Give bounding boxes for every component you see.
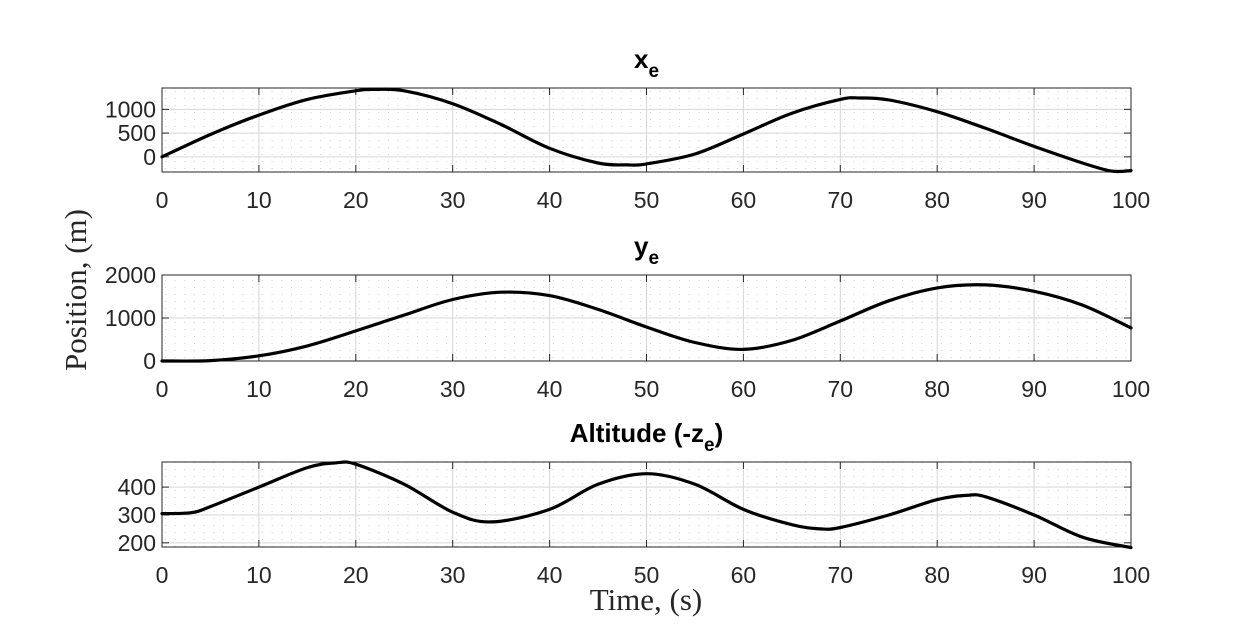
x-tick-label: 100 xyxy=(1112,187,1150,213)
y-tick-label: 200 xyxy=(118,530,156,556)
x-tick-label: 40 xyxy=(537,376,563,402)
x-tick-label: 0 xyxy=(156,187,169,213)
x-tick-label: 10 xyxy=(246,562,272,588)
x-tick-label: 40 xyxy=(537,562,563,588)
y-tick-label: 2000 xyxy=(105,262,156,288)
y-tick-label: 0 xyxy=(143,348,156,374)
series-line xyxy=(160,460,1133,550)
y-tick-label: 400 xyxy=(118,474,156,500)
x-tick-label: 50 xyxy=(634,187,660,213)
series-line xyxy=(160,283,1133,363)
x-tick-label: 30 xyxy=(440,376,466,402)
x-tick-label: 0 xyxy=(156,376,169,402)
x-tick-label: 70 xyxy=(828,187,854,213)
x-tick-label: 90 xyxy=(1021,187,1047,213)
y-tick-label: 1000 xyxy=(105,305,156,331)
x-tick-label: 90 xyxy=(1021,376,1047,402)
x-axis-label: Time, (s) xyxy=(590,582,703,617)
x-tick-label: 60 xyxy=(731,562,757,588)
x-tick-label: 80 xyxy=(924,562,950,588)
x-tick-label: 50 xyxy=(634,376,660,402)
y-tick-label: 500 xyxy=(118,120,156,146)
x-tick-label: 40 xyxy=(537,187,563,213)
y-tick-label: 1000 xyxy=(105,96,156,122)
x-tick-label: 10 xyxy=(246,376,272,402)
x-tick-label: 20 xyxy=(343,376,369,402)
x-tick-label: 10 xyxy=(246,187,272,213)
x-tick-label: 60 xyxy=(731,187,757,213)
subplot-title: xe xyxy=(634,44,659,82)
y-axis-label: Position, (m) xyxy=(58,209,93,371)
x-tick-label: 20 xyxy=(343,562,369,588)
y-tick-label: 0 xyxy=(143,144,156,170)
x-tick-label: 0 xyxy=(156,562,169,588)
x-tick-label: 60 xyxy=(731,376,757,402)
x-tick-label: 30 xyxy=(440,562,466,588)
x-tick-label: 80 xyxy=(924,376,950,402)
x-tick-label: 30 xyxy=(440,187,466,213)
x-tick-label: 70 xyxy=(828,376,854,402)
y-tick-label: 300 xyxy=(118,502,156,528)
series-line xyxy=(160,87,1133,174)
subplot-title: ye xyxy=(634,231,659,269)
x-tick-label: 50 xyxy=(634,562,660,588)
x-tick-label: 70 xyxy=(828,562,854,588)
x-tick-label: 100 xyxy=(1112,376,1150,402)
x-tick-label: 80 xyxy=(924,187,950,213)
subplot-title: Altitude (-ze) xyxy=(570,418,724,456)
x-tick-label: 100 xyxy=(1112,562,1150,588)
x-tick-label: 90 xyxy=(1021,562,1047,588)
x-tick-label: 20 xyxy=(343,187,369,213)
